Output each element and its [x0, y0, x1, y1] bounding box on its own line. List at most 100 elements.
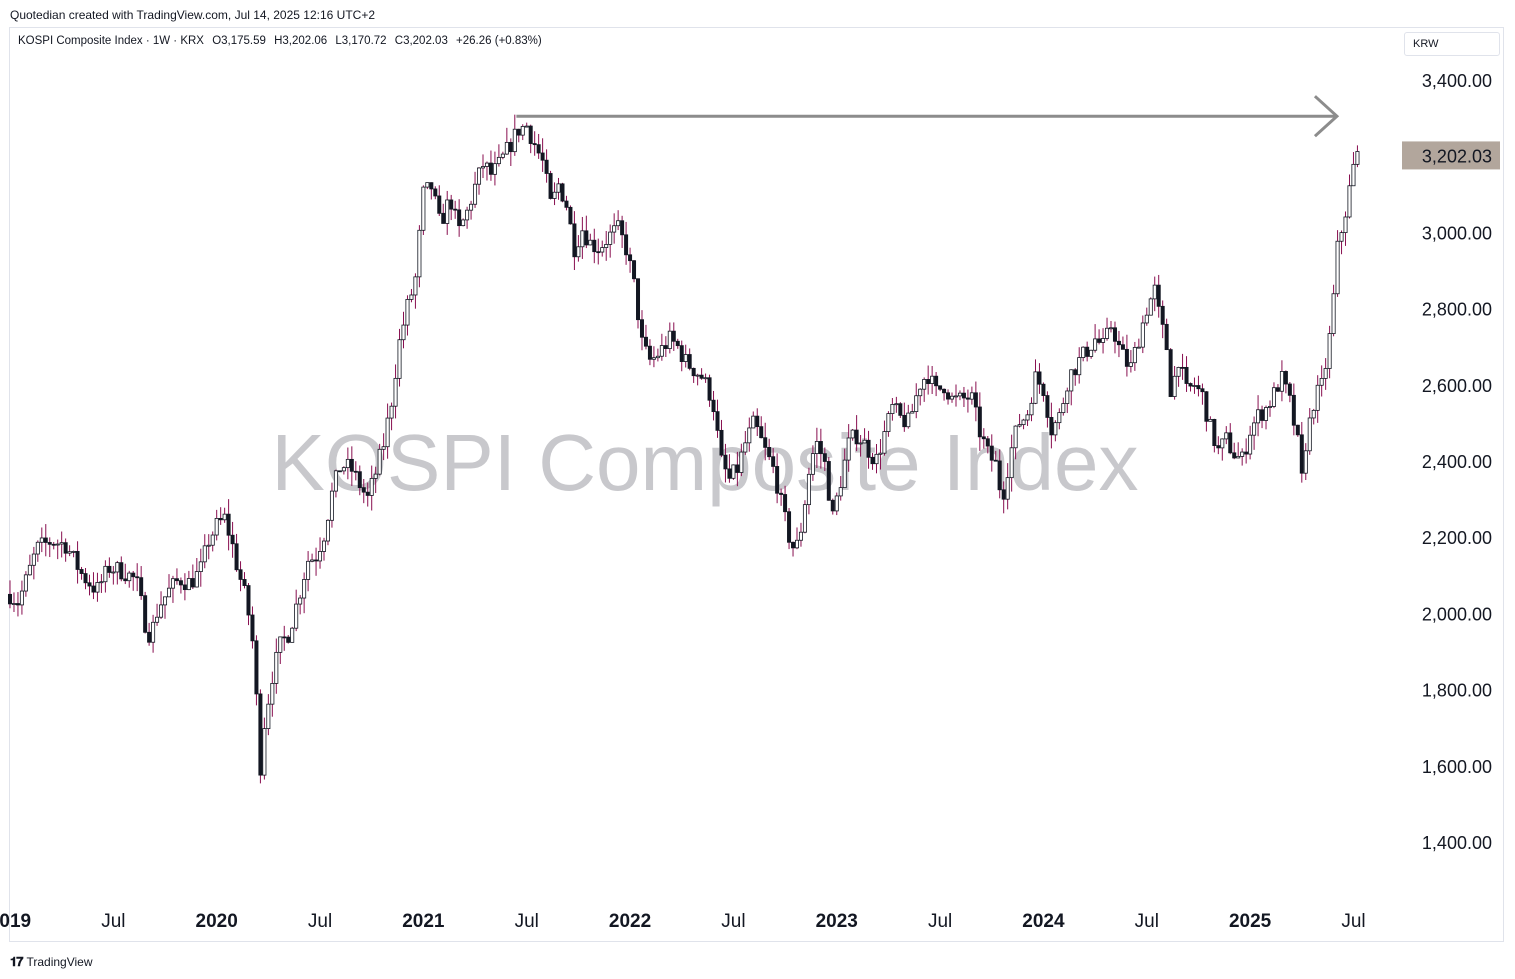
candle	[63, 538, 68, 562]
candle	[445, 190, 450, 235]
candle	[1343, 211, 1348, 246]
candle	[1136, 338, 1141, 349]
candle	[484, 161, 489, 181]
candle	[1156, 274, 1161, 318]
candle	[751, 411, 756, 429]
candle	[322, 537, 327, 561]
candle	[409, 288, 414, 303]
legend-low: L3,170.72	[335, 35, 387, 47]
x-tick-label: Jul	[1341, 911, 1365, 932]
candle	[11, 592, 16, 612]
candle	[143, 591, 148, 634]
candle	[417, 225, 422, 288]
candle	[592, 228, 597, 264]
candle	[1013, 425, 1018, 460]
candle	[79, 566, 84, 580]
candle	[302, 572, 307, 614]
candle	[210, 531, 215, 552]
candle	[1148, 297, 1153, 316]
candle	[1339, 230, 1344, 255]
candle	[1283, 370, 1288, 394]
candle	[735, 451, 740, 487]
candle	[818, 428, 823, 469]
candle	[1307, 408, 1312, 455]
candle	[556, 177, 561, 200]
candle	[636, 278, 641, 329]
candle	[862, 428, 867, 444]
candle	[798, 522, 803, 547]
candle	[1208, 416, 1213, 422]
candle	[1049, 402, 1054, 449]
candle	[119, 556, 124, 582]
candle	[194, 557, 199, 588]
candle	[469, 200, 474, 220]
candle	[755, 408, 760, 436]
candle	[230, 521, 235, 558]
candle	[540, 138, 545, 172]
candle	[830, 498, 835, 515]
candle	[1033, 359, 1038, 405]
candle	[1112, 321, 1117, 354]
candle	[1021, 418, 1026, 430]
x-tick-label: Jul	[721, 911, 745, 932]
candle	[870, 452, 875, 470]
candle	[791, 541, 796, 557]
candle	[584, 215, 589, 249]
currency-selector[interactable]: KRW	[1404, 32, 1500, 56]
candle	[1192, 377, 1197, 394]
candle	[743, 430, 748, 455]
candle	[771, 448, 776, 474]
x-tick-label: 2024	[1022, 911, 1065, 932]
candle	[314, 547, 319, 576]
candle	[425, 182, 430, 190]
candle	[27, 554, 32, 576]
candle	[405, 295, 410, 336]
candle	[345, 447, 350, 480]
candle	[381, 433, 386, 461]
candle	[477, 167, 482, 195]
candle	[1311, 408, 1316, 425]
legend-change: +26.26 (+0.83%)	[456, 35, 542, 47]
candle	[1041, 382, 1046, 402]
y-tick-label: 2,600.00	[1422, 376, 1492, 396]
candle	[659, 333, 664, 361]
candle	[473, 171, 478, 208]
candle	[1069, 369, 1074, 406]
candle	[524, 122, 529, 128]
candle	[1164, 318, 1169, 351]
candle	[1065, 387, 1070, 414]
candle	[854, 415, 859, 452]
candle	[1120, 336, 1125, 350]
candle	[107, 557, 112, 578]
candle	[1204, 391, 1209, 432]
candle	[234, 533, 239, 572]
x-tick-label: 2021	[402, 911, 445, 932]
candle	[1275, 384, 1280, 393]
candle	[385, 403, 390, 459]
candle	[282, 625, 287, 651]
candle	[890, 398, 895, 421]
candle	[795, 527, 800, 550]
candle	[930, 365, 935, 394]
candle	[1244, 438, 1249, 464]
candle	[222, 507, 227, 523]
candle	[707, 374, 712, 407]
candle	[461, 218, 466, 227]
candle	[23, 571, 28, 597]
candle	[1295, 424, 1300, 437]
candle	[866, 430, 871, 469]
candle	[918, 388, 923, 406]
candle	[532, 131, 537, 156]
candle	[91, 572, 96, 600]
candle	[1061, 397, 1066, 416]
candle	[254, 635, 259, 706]
candle	[560, 182, 565, 203]
candle	[19, 580, 24, 615]
candle	[727, 454, 732, 483]
candle	[1128, 350, 1133, 373]
tradingview-footer[interactable]: 𝟏𝟕 TradingView	[10, 954, 93, 970]
candle	[43, 524, 48, 557]
candle	[1220, 438, 1225, 461]
candle	[997, 449, 1002, 499]
